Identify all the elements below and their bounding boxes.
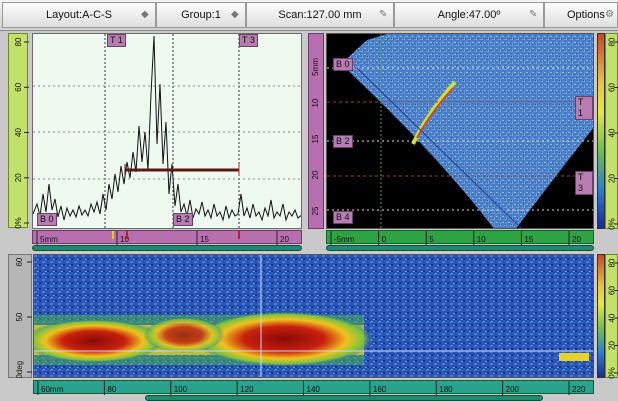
sscan-scrollbar[interactable]: [326, 245, 594, 251]
options-button[interactable]: Options ⚙: [544, 2, 618, 28]
dropdown-icon: ◆: [141, 10, 151, 20]
tick-label: 5mm: [311, 58, 320, 76]
tick-label: 220: [572, 385, 586, 394]
ascan-depth-ticks: 5mm 10 15 20: [33, 231, 303, 245]
tick-label: 80: [14, 37, 23, 46]
tick-label: 20: [608, 341, 617, 350]
cscan-amplitude-ticks: 0% 20 40 60 80: [606, 255, 618, 379]
cscan-scan-ruler[interactable]: 60mm 80 100 120 140 160 180 200 220: [33, 380, 594, 394]
tick-label: 20: [14, 173, 23, 182]
ascan-waveform: [33, 36, 302, 220]
layout-selector[interactable]: Layout:A-C-S ◆: [2, 2, 156, 28]
marker-b0[interactable]: B 0: [333, 58, 353, 71]
tick-label: 200: [506, 385, 520, 394]
tick-label: -5mm: [334, 235, 355, 244]
ascan-view[interactable]: T 1 T 3 B 0 B 2: [32, 33, 302, 229]
cscan-colorbar: [597, 254, 605, 378]
tick-label: 20: [608, 174, 617, 183]
tick-label: 10: [477, 235, 486, 244]
cscan-amplitude-ruler: 0% 20 40 60 80: [605, 254, 618, 378]
options-label: Options: [567, 9, 605, 21]
sscan-view[interactable]: B 0 B 2 B 4 T 1 T 3: [326, 33, 594, 229]
tick-label: 60: [608, 83, 617, 92]
tick-label: 40deg: [15, 361, 24, 378]
tick-label: 60: [608, 286, 617, 295]
marker-t3[interactable]: T 3: [575, 171, 593, 195]
tick-label: 0%: [608, 367, 617, 379]
tick-label: 20: [280, 235, 289, 244]
marker-t3[interactable]: T 3: [239, 34, 258, 47]
scan-label: Scan:127.00 mm: [278, 9, 361, 21]
tick-label: 180: [439, 385, 453, 394]
sscan-depth-ruler[interactable]: 5mm 10 15 20 25: [308, 33, 324, 229]
tick-label: 60mm: [41, 385, 64, 394]
sscan-amplitude-ticks: 0% 20 40 60 80: [606, 34, 618, 230]
ascan-depth-ruler[interactable]: 5mm 10 15 20: [32, 230, 302, 244]
tick-label: 60: [14, 82, 23, 91]
tick-label: 40: [14, 128, 23, 137]
tick-label: 40: [608, 128, 617, 137]
tick-label: 60: [15, 257, 24, 266]
tick-label: 20: [311, 170, 320, 179]
sscan-image: [327, 34, 594, 229]
marker-t1[interactable]: T 1: [107, 34, 126, 47]
sscan-depth-ticks: 5mm 10 15 20 25: [308, 33, 324, 229]
tick-label: 0%: [608, 218, 617, 230]
ascan-scrollbar[interactable]: [32, 245, 302, 251]
tick-label: 140: [307, 385, 321, 394]
group-selector[interactable]: Group:1 ◆: [156, 2, 246, 28]
sscan-index-ruler[interactable]: -5mm 0 5 10 15 20: [326, 230, 594, 244]
cscan-scan-ticks: 60mm 80 100 120 140 160 180 200 220: [34, 381, 595, 395]
angle-label: Angle:47.00º: [438, 9, 501, 21]
edit-pencil-icon: ✎: [379, 10, 389, 20]
tick-label: 80: [608, 258, 617, 267]
options-icon: ⚙: [605, 10, 615, 20]
tick-label: 5: [429, 235, 434, 244]
group-label: Group:1: [181, 9, 221, 21]
tick-label: 0%: [14, 217, 23, 229]
cscan-scrollbar[interactable]: [145, 395, 543, 401]
tick-label: 15: [200, 235, 209, 244]
marker-b2[interactable]: B 2: [173, 213, 193, 226]
tick-label: 80: [107, 385, 116, 394]
sscan-amplitude-ruler: 0% 20 40 60 80: [605, 33, 618, 229]
tick-label: 10: [311, 98, 320, 107]
tick-label: 0: [382, 235, 387, 244]
toolbar: Layout:A-C-S ◆ Group:1 ◆ Scan:127.00 mm …: [0, 0, 618, 31]
ascan-amplitude-ticks: 0% 20 40 60 80: [9, 34, 29, 229]
tick-label: 40: [608, 313, 617, 322]
edit-pencil-icon: ✎: [529, 10, 539, 20]
tick-label: 100: [174, 385, 188, 394]
cscan-angle-ticks: 40deg 50 60: [8, 254, 32, 378]
scan-position-field[interactable]: Scan:127.00 mm ✎: [246, 2, 394, 28]
layout-label: Layout:A-C-S: [46, 9, 112, 21]
angle-field[interactable]: Angle:47.00º ✎: [394, 2, 544, 28]
marker-b0[interactable]: B 0: [37, 213, 57, 226]
cscan-image: [34, 255, 594, 378]
ascan-plot: [33, 34, 302, 229]
tick-label: 25: [311, 206, 320, 215]
tick-label: 5mm: [40, 235, 58, 244]
tick-label: 80: [608, 37, 617, 46]
sscan-colorbar: [597, 33, 605, 229]
tick-label: 160: [373, 385, 387, 394]
tick-label: 10: [120, 235, 129, 244]
marker-b2[interactable]: B 2: [333, 135, 353, 148]
marker-t1[interactable]: T 1: [575, 96, 593, 120]
dropdown-icon: ◆: [231, 10, 241, 20]
cscan-view[interactable]: [33, 254, 594, 378]
cscan-angle-ruler[interactable]: 40deg 50 60: [8, 254, 32, 378]
tick-label: 50: [15, 312, 24, 321]
tick-label: 15: [524, 235, 533, 244]
marker-b4[interactable]: B 4: [333, 211, 353, 224]
sscan-index-ticks: -5mm 0 5 10 15 20: [327, 231, 595, 245]
tick-label: 120: [240, 385, 254, 394]
ascan-amplitude-ruler[interactable]: 0% 20 40 60 80: [8, 33, 28, 228]
tick-label: 15: [311, 134, 320, 143]
tick-label: 20: [572, 235, 581, 244]
